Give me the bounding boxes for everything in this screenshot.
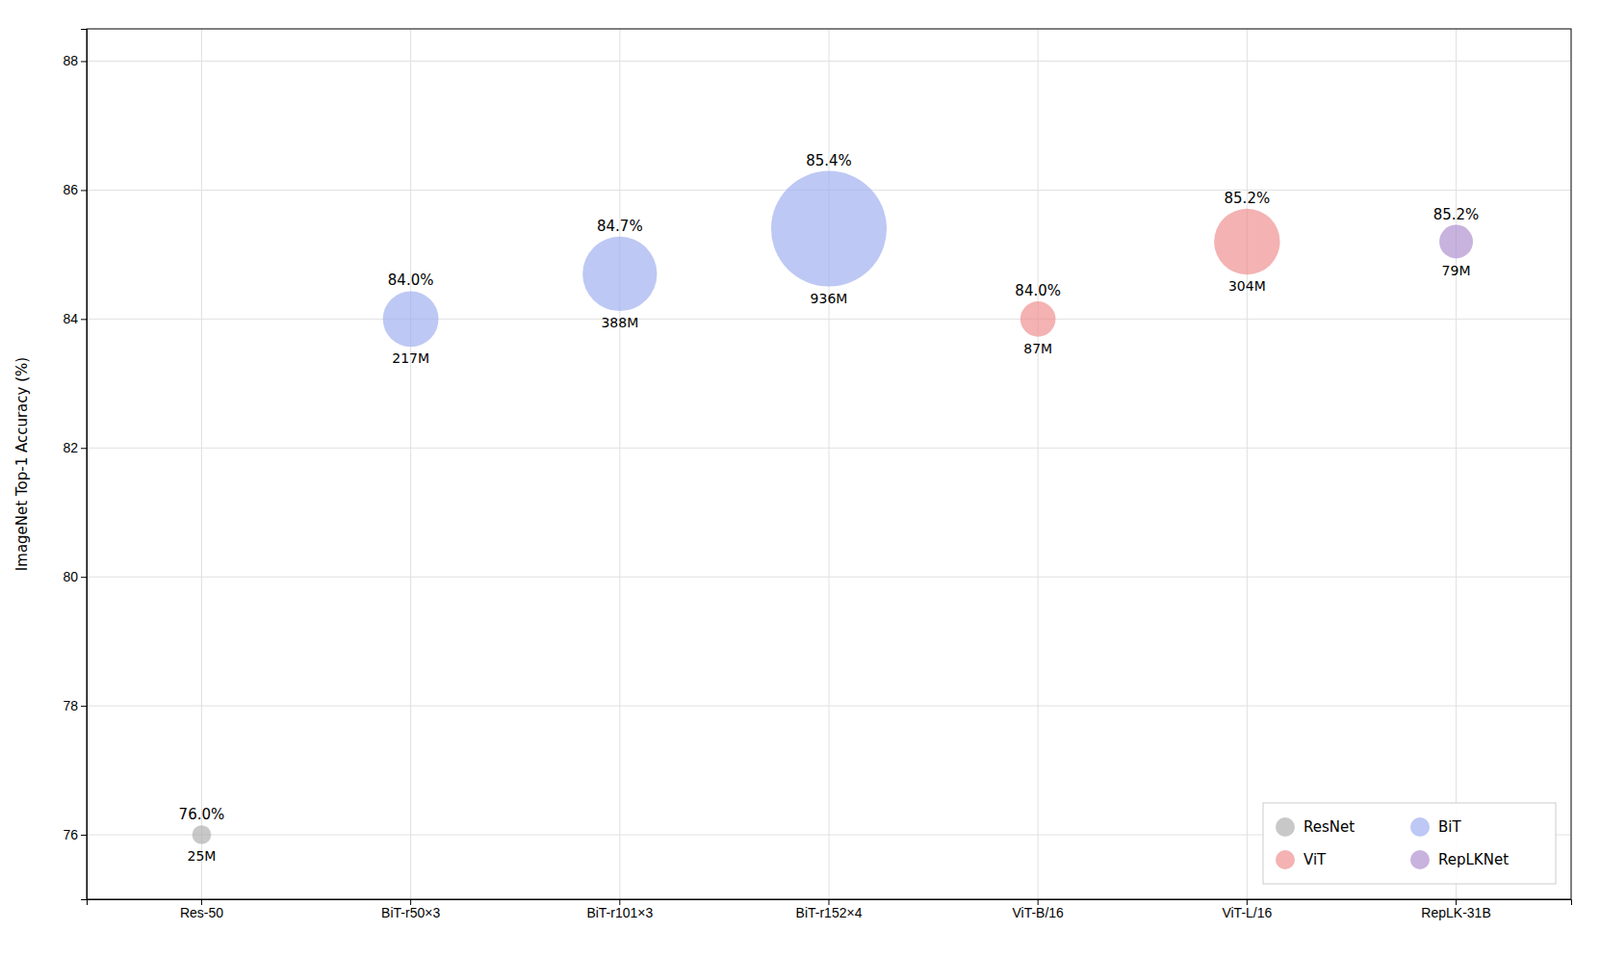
y-axis-title: ImageNet Top-1 Accuracy (%) — [13, 357, 31, 571]
grid-line — [1455, 28, 1457, 900]
size-label: 79M — [1442, 262, 1471, 279]
y-tick-label: 86 — [62, 181, 78, 198]
data-labels: 76.0% 25M 84.0% 217M 84.7% 388M 85.4% 936M 84.0%… — [179, 152, 1480, 864]
y-tick-label: 76 — [62, 826, 78, 843]
legend: ResNet BiT ViT RepLKNet — [1263, 802, 1556, 884]
y-tick-label: 84 — [62, 310, 78, 327]
y-tick-mark — [80, 576, 87, 578]
bubble — [1020, 301, 1057, 337]
size-label: 217M — [391, 350, 430, 366]
bubble — [582, 236, 657, 311]
y-tick: 76 — [62, 826, 87, 843]
y-tick: 82 — [62, 439, 87, 456]
y-tick: 80 — [62, 568, 87, 585]
legend-marker — [1275, 850, 1295, 870]
accuracy-label: 84.7% — [596, 217, 644, 235]
x-axis: Res-50 BiT-r50×3 BiT-r101×3 BiT-r152×4 ViT-B… — [87, 899, 1573, 921]
y-tick-label: 88 — [62, 52, 78, 69]
grid-line — [1037, 28, 1039, 900]
legend-label: ViT — [1303, 851, 1327, 869]
x-tick: ViT-L/16 — [1221, 899, 1272, 921]
legend-item: BiT — [1410, 817, 1462, 837]
accuracy-label: 85.4% — [805, 152, 852, 170]
accuracy-label: 84.0% — [387, 271, 435, 289]
grid-line — [201, 28, 203, 900]
bubble — [192, 825, 212, 845]
legend-label: BiT — [1438, 818, 1462, 836]
x-tick-label: ViT-L/16 — [1221, 904, 1272, 921]
x-tick-label: BiT-r101×3 — [586, 904, 653, 921]
y-tick-label: 82 — [62, 439, 78, 456]
legend-marker — [1410, 850, 1430, 870]
y-tick-mark — [80, 447, 87, 449]
x-tick: BiT-r152×4 — [796, 899, 863, 921]
accuracy-label: 84.0% — [1014, 282, 1061, 300]
bubble — [383, 290, 439, 347]
legend-marker — [1275, 817, 1295, 837]
y-tick-label: 80 — [62, 568, 78, 585]
legend-item: ResNet — [1275, 817, 1355, 837]
size-label: 304M — [1228, 278, 1266, 294]
x-tick-label: Res-50 — [180, 904, 224, 921]
size-label: 25M — [186, 848, 216, 864]
y-tick-mark — [80, 705, 87, 707]
legend-box — [1263, 802, 1556, 884]
bubble — [771, 171, 887, 287]
legend-marker — [1410, 817, 1430, 837]
bubbles — [192, 171, 1473, 845]
y-tick: 86 — [62, 181, 87, 198]
grid-line — [619, 28, 620, 900]
legend-label: RepLKNet — [1438, 851, 1509, 869]
x-tick: BiT-r101×3 — [586, 899, 653, 921]
y-tick-mark — [80, 189, 87, 191]
x-tick: Res-50 — [180, 899, 224, 921]
x-tick: BiT-r50×3 — [381, 899, 440, 921]
y-tick-mark — [80, 834, 87, 836]
x-tick-label: RepLK-31B — [1420, 904, 1491, 921]
x-tick: ViT-B/16 — [1011, 899, 1064, 921]
grid — [86, 28, 1572, 900]
accuracy-label: 85.2% — [1224, 189, 1271, 207]
grid-line — [410, 28, 412, 900]
plot: 76 78 80 82 84 86 88 Res-50 BiT-r50×3 BiT-r101×3 B… — [62, 28, 1572, 921]
grid-line — [1246, 28, 1248, 900]
legend-label: ResNet — [1303, 818, 1355, 836]
y-tick: 88 — [62, 52, 87, 69]
y-tick-mark — [80, 60, 87, 62]
plot-frame — [86, 28, 1572, 900]
y-tick: 78 — [62, 697, 87, 714]
x-tick: RepLK-31B — [1420, 899, 1491, 921]
y-tick-label: 78 — [62, 697, 78, 714]
accuracy-label: 76.0% — [179, 805, 226, 824]
size-label: 87M — [1023, 340, 1053, 357]
size-label: 936M — [810, 290, 849, 307]
legend-item: RepLKNet — [1410, 850, 1509, 870]
accuracy-label: 85.2% — [1433, 206, 1480, 224]
y-axis-line — [80, 29, 88, 901]
y-axis: 76 78 80 82 84 86 88 — [62, 29, 87, 901]
size-label: 388M — [600, 314, 639, 331]
legend-item: ViT — [1275, 850, 1327, 870]
bubble — [1439, 225, 1473, 259]
chart: 76 78 80 82 84 86 88 Res-50 BiT-r50×3 BiT-r101×3 B… — [0, 0, 1600, 957]
bubble — [1213, 208, 1280, 275]
y-tick-mark — [80, 318, 87, 320]
x-tick-label: BiT-r152×4 — [796, 904, 863, 921]
y-tick: 84 — [62, 310, 87, 327]
x-tick-label: BiT-r50×3 — [381, 904, 440, 921]
x-tick-label: ViT-B/16 — [1011, 904, 1064, 921]
